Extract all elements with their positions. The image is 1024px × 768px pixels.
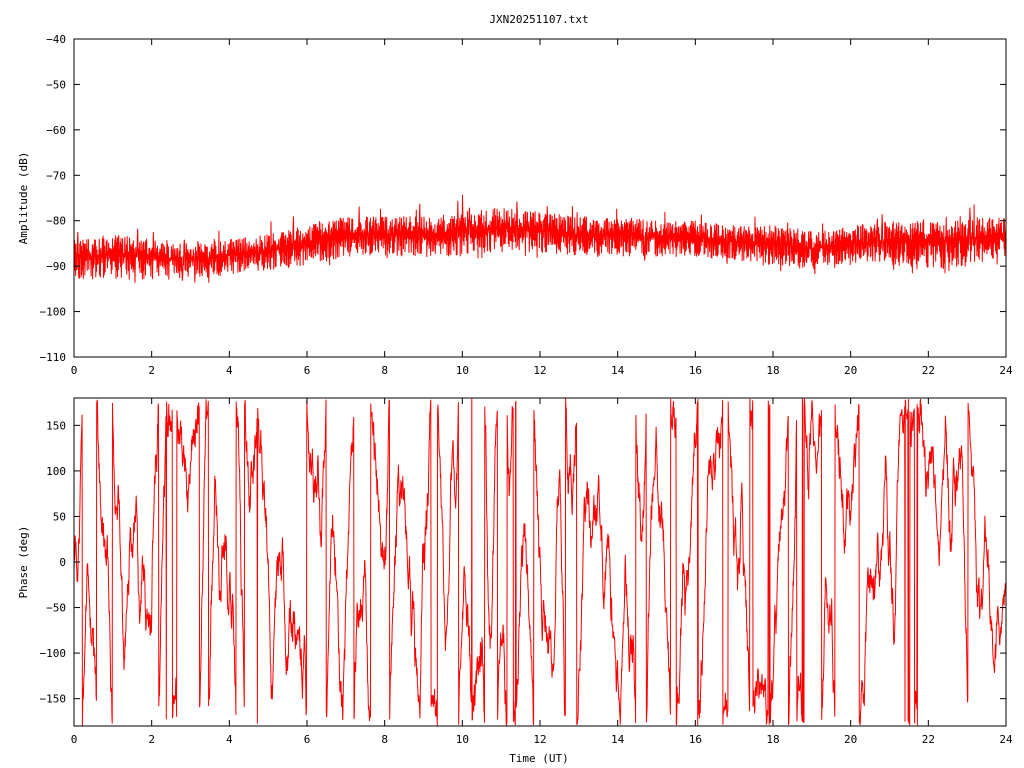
- amplitude-x-tick-label: 2: [148, 364, 155, 377]
- phase-x-ticks: 0 2 4 6 8 10 12 14 16 18 20 22 24: [71, 398, 1013, 746]
- amplitude-x-tick-label: 6: [304, 364, 311, 377]
- amplitude-y-tick-label: −110: [40, 351, 67, 364]
- phase-x-tick-label: 4: [226, 733, 233, 746]
- phase-x-tick-label: 6: [304, 733, 311, 746]
- amplitude-x-tick-label: 16: [689, 364, 702, 377]
- amplitude-x-tick-label: 4: [226, 364, 233, 377]
- amplitude-trace: [73, 194, 1007, 283]
- phase-y-tick-label: 150: [46, 419, 66, 432]
- amplitude-x-tick-label: 0: [71, 364, 78, 377]
- phase-x-tick-label: 14: [611, 733, 625, 746]
- phase-x-tick-label: 10: [456, 733, 469, 746]
- phase-x-tick-label: 22: [922, 733, 935, 746]
- phase-y-tick-label: −50: [46, 602, 66, 615]
- phase-x-tick-label: 2: [148, 733, 155, 746]
- amplitude-plot-frame: [73, 38, 1007, 358]
- amplitude-y-tick-label: −90: [46, 260, 66, 273]
- amplitude-y-tick-label: −70: [46, 169, 66, 182]
- amplitude-y-tick-label: −50: [46, 78, 66, 91]
- amplitude-y-axis-label: Amplitude (dB): [17, 152, 30, 245]
- amplitude-y-ticks: −110 −100 −90 −80 −70 −60 −50 −40: [40, 33, 1006, 364]
- phase-x-tick-label: 12: [533, 733, 546, 746]
- amplitude-y-tick-label: −40: [46, 33, 66, 46]
- amplitude-series-line: [73, 194, 1007, 283]
- amplitude-x-tick-label: 8: [381, 364, 388, 377]
- amplitude-x-tick-label: 18: [766, 364, 779, 377]
- phase-series-line: [73, 397, 1007, 727]
- phase-x-tick-label: 8: [381, 733, 388, 746]
- phase-x-tick-label: 24: [999, 733, 1013, 746]
- amplitude-y-tick-label: −100: [40, 306, 67, 319]
- phase-x-tick-label: 20: [844, 733, 857, 746]
- amplitude-x-tick-label: 22: [922, 364, 935, 377]
- phase-y-ticks: −150 −100 −50 0 50 100 150: [40, 419, 1006, 706]
- amplitude-x-tick-label: 20: [844, 364, 857, 377]
- phase-y-axis-label: Phase (deg): [17, 526, 30, 599]
- phase-y-tick-label: −100: [40, 647, 67, 660]
- phase-x-tick-label: 18: [766, 733, 779, 746]
- phase-y-tick-label: 0: [59, 556, 66, 569]
- amplitude-x-tick-label: 14: [611, 364, 625, 377]
- phase-trace: [73, 397, 1007, 727]
- x-axis-label: Time (UT): [509, 752, 569, 765]
- phase-y-tick-label: −150: [40, 693, 67, 706]
- phase-x-tick-label: 0: [71, 733, 78, 746]
- amplitude-x-ticks: 0 2 4 6 8 10 12 14 16 18 20 22 24: [71, 39, 1013, 377]
- amplitude-y-tick-label: −60: [46, 124, 66, 137]
- chart-title: JXN20251107.txt: [489, 13, 588, 26]
- phase-y-tick-label: 50: [53, 510, 66, 523]
- phase-y-tick-label: 100: [46, 465, 66, 478]
- phase-x-tick-label: 16: [689, 733, 702, 746]
- amplitude-y-tick-label: −80: [46, 215, 66, 228]
- amplitude-x-tick-label: 12: [533, 364, 546, 377]
- amplitude-x-tick-label: 10: [456, 364, 469, 377]
- amplitude-panel: −110−100−90−80−70−60−50−40 0 2 4 6 8 10 12 14 16…: [17, 33, 1013, 377]
- amplitude-x-tick-label: 24: [999, 364, 1013, 377]
